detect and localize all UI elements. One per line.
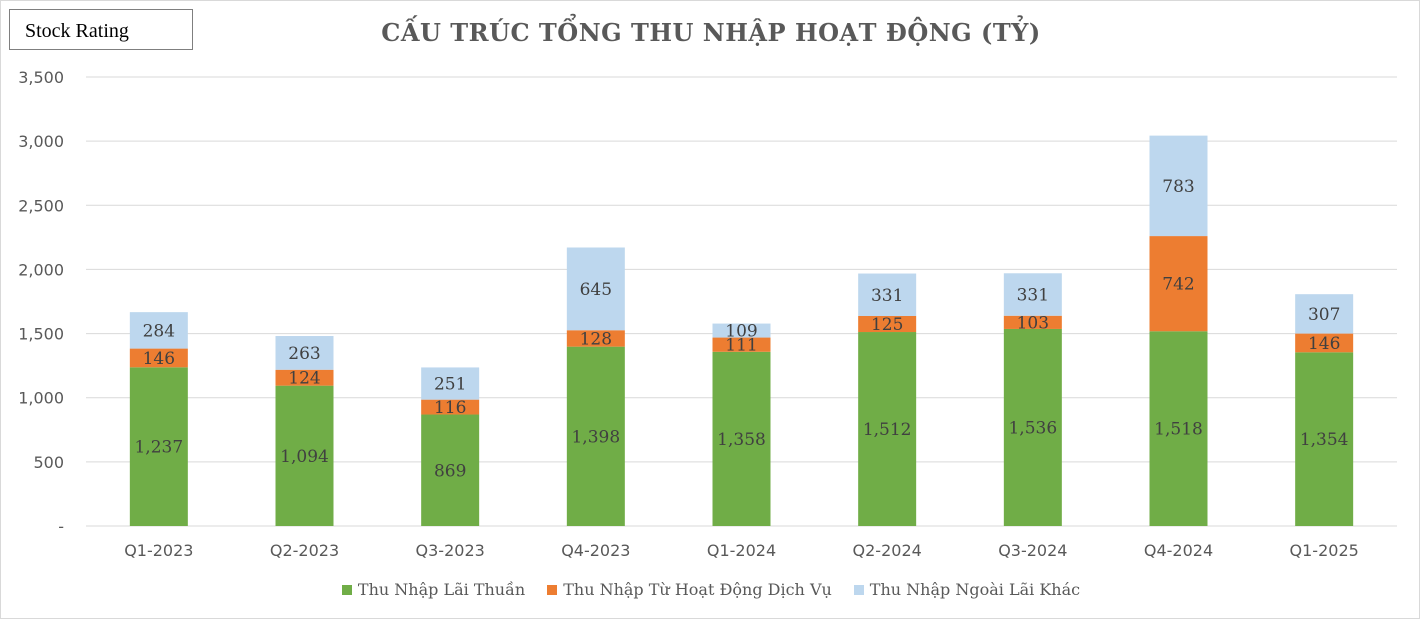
data-label: 1,398 bbox=[571, 427, 620, 447]
legend-item-series-0: Thu Nhập Lãi Thuần bbox=[341, 580, 526, 599]
data-label: 146 bbox=[143, 349, 175, 369]
data-label: 307 bbox=[1308, 305, 1340, 325]
legend-item-series-1: Thu Nhập Từ Hoạt Động Dịch Vụ bbox=[547, 580, 832, 599]
bar-segment bbox=[566, 247, 625, 331]
data-label: 1,512 bbox=[863, 420, 912, 440]
bar-segment bbox=[129, 312, 188, 349]
bar-segment bbox=[1295, 294, 1354, 334]
bar-segment bbox=[275, 385, 334, 526]
x-tick-label: Q4-2023 bbox=[561, 541, 630, 560]
data-label: 331 bbox=[871, 286, 903, 306]
bar-segment bbox=[1149, 331, 1208, 526]
bar-segment bbox=[858, 332, 917, 526]
y-tick-label: - bbox=[58, 517, 64, 536]
bar-segment bbox=[275, 336, 334, 370]
data-label: 116 bbox=[434, 398, 466, 418]
bar-segment bbox=[858, 315, 917, 333]
y-tick-label: 3,000 bbox=[18, 132, 64, 151]
y-tick-label: 500 bbox=[33, 453, 64, 472]
bar-segment bbox=[712, 351, 771, 526]
bar-segment bbox=[1149, 236, 1208, 332]
bar-segment bbox=[566, 330, 625, 347]
x-tick-label: Q1-2023 bbox=[124, 541, 193, 560]
data-label: 263 bbox=[288, 344, 320, 364]
data-label: 128 bbox=[580, 329, 612, 349]
bar-segment bbox=[129, 367, 188, 526]
x-tick-label: Q2-2023 bbox=[270, 541, 339, 560]
bar-segment bbox=[421, 367, 480, 400]
data-label: 111 bbox=[725, 336, 757, 356]
data-label: 124 bbox=[288, 369, 320, 389]
data-label: 146 bbox=[1308, 334, 1340, 354]
y-tick-label: 1,500 bbox=[18, 325, 64, 344]
bar-segment bbox=[129, 348, 188, 368]
y-tick-label: 2,500 bbox=[18, 196, 64, 215]
y-tick-label: 1,000 bbox=[18, 389, 64, 408]
data-label: 284 bbox=[143, 321, 175, 341]
bar-segment bbox=[1295, 333, 1354, 353]
bar-segment bbox=[1003, 328, 1062, 526]
data-label: 103 bbox=[1017, 313, 1049, 333]
legend-item-series-2: Thu Nhập Ngoài Lãi Khác bbox=[853, 580, 1081, 599]
x-tick-label: Q4-2024 bbox=[1144, 541, 1213, 560]
data-label: 1,518 bbox=[1154, 420, 1203, 440]
x-tick-label: Q3-2024 bbox=[998, 541, 1067, 560]
legend-label-1: Thu Nhập Từ Hoạt Động Dịch Vụ bbox=[563, 580, 832, 599]
stock-rating-badge: Stock Rating bbox=[9, 9, 193, 50]
data-label: 251 bbox=[434, 375, 466, 395]
data-label: 1,536 bbox=[1008, 418, 1057, 438]
data-label: 1,354 bbox=[1300, 430, 1349, 450]
bar-segment bbox=[421, 414, 480, 526]
y-tick-label: 3,500 bbox=[18, 68, 64, 87]
bar-segment bbox=[566, 346, 625, 526]
legend-swatch-0 bbox=[341, 584, 352, 595]
data-label: 125 bbox=[871, 315, 903, 335]
bar-segment bbox=[1003, 273, 1062, 316]
chart-legend: Thu Nhập Lãi Thuần Thu Nhập Từ Hoạt Động… bbox=[0, 580, 1422, 599]
chart-title: CẤU TRÚC TỔNG THU NHẬP HOẠT ĐỘNG (TỶ) bbox=[381, 18, 1041, 47]
legend-label-2: Thu Nhập Ngoài Lãi Khác bbox=[869, 580, 1081, 599]
y-tick-label: 2,000 bbox=[18, 260, 64, 279]
x-tick-label: Q3-2023 bbox=[416, 541, 485, 560]
bar-segment bbox=[858, 273, 917, 316]
legend-label-0: Thu Nhập Lãi Thuần bbox=[357, 580, 526, 599]
x-tick-label: Q1-2024 bbox=[707, 541, 776, 560]
data-label: 783 bbox=[1162, 177, 1194, 197]
data-label: 1,094 bbox=[280, 447, 329, 467]
data-label: 742 bbox=[1162, 275, 1194, 295]
bar-segment bbox=[712, 337, 771, 352]
data-label: 109 bbox=[725, 322, 757, 342]
bar-segment bbox=[421, 399, 480, 415]
data-label: 1,237 bbox=[134, 438, 183, 458]
bar-segment bbox=[275, 369, 334, 386]
data-label: 869 bbox=[434, 461, 466, 481]
bar-segment bbox=[712, 323, 771, 338]
bar-segment bbox=[1295, 352, 1354, 526]
legend-swatch-1 bbox=[547, 584, 558, 595]
x-tick-label: Q1-2025 bbox=[1290, 541, 1359, 560]
bar-segment bbox=[1003, 315, 1062, 329]
data-label: 1,358 bbox=[717, 430, 766, 450]
data-label: 331 bbox=[1017, 286, 1049, 306]
x-tick-label: Q2-2024 bbox=[853, 541, 922, 560]
bar-segment bbox=[1149, 135, 1208, 237]
legend-swatch-2 bbox=[853, 584, 864, 595]
data-label: 645 bbox=[580, 280, 612, 300]
